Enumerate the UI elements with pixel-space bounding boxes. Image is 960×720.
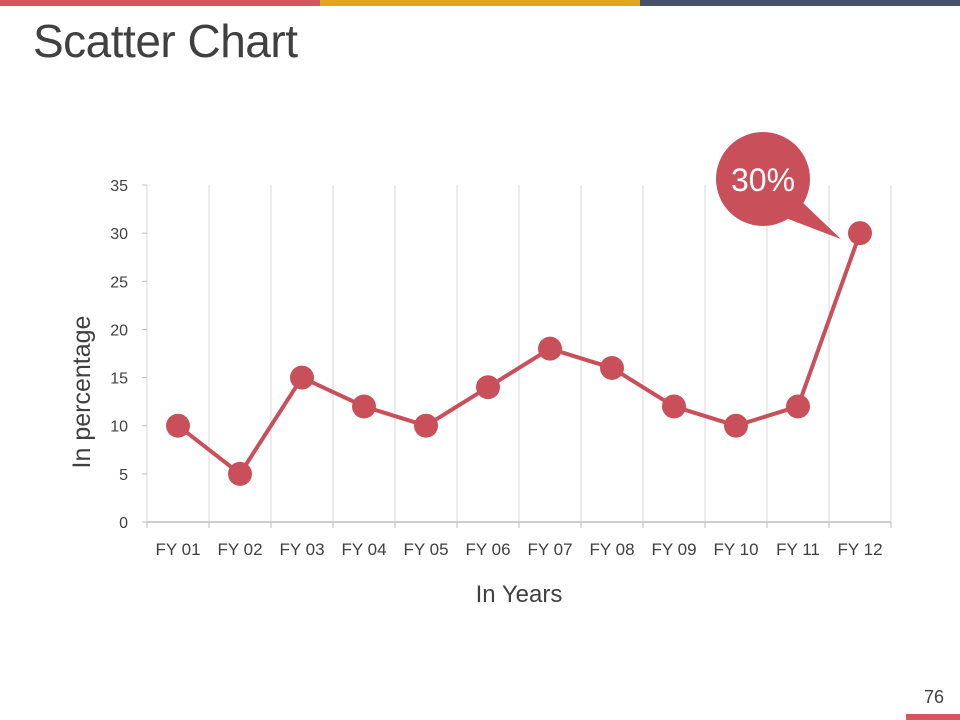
x-tick-label: FY 08 bbox=[589, 540, 634, 559]
data-point bbox=[848, 221, 872, 246]
callout-bubble bbox=[716, 132, 810, 226]
data-point bbox=[786, 394, 810, 419]
top-accent-gold bbox=[320, 0, 640, 6]
top-accent-bar bbox=[0, 0, 960, 6]
data-point bbox=[290, 365, 314, 390]
x-tick-label: FY 07 bbox=[527, 540, 572, 559]
y-tick-label: 30 bbox=[110, 226, 128, 243]
top-accent-navy bbox=[640, 0, 960, 6]
data-point bbox=[724, 413, 748, 438]
x-tick-label: FY 12 bbox=[837, 540, 882, 559]
x-tick-label: FY 09 bbox=[651, 540, 696, 559]
x-tick-label: FY 01 bbox=[155, 540, 200, 559]
y-axis-title: In percentage bbox=[68, 316, 96, 469]
data-point bbox=[476, 375, 500, 400]
y-tick-label: 20 bbox=[110, 322, 128, 339]
y-tick-label: 15 bbox=[110, 371, 128, 388]
line-chart: 0 5 10 15 20 25 30 35 FY 01 FY 02 FY 03 FY 04 FY 05 F… bbox=[68, 132, 892, 608]
x-tick-label: FY 05 bbox=[403, 540, 448, 559]
y-tick-label: 0 bbox=[119, 515, 128, 532]
page-number-underline bbox=[906, 714, 960, 720]
data-point bbox=[662, 394, 686, 419]
x-axis-title: In Years bbox=[476, 581, 563, 608]
page-title: Scatter Chart bbox=[33, 15, 298, 67]
x-tick-label: FY 11 bbox=[776, 540, 820, 559]
x-tick-label: FY 02 bbox=[217, 540, 262, 559]
top-accent-red bbox=[0, 0, 320, 6]
y-tick-label: 35 bbox=[110, 178, 128, 195]
page-number: 76 bbox=[923, 687, 944, 707]
y-tick-label: 10 bbox=[110, 419, 128, 436]
data-point bbox=[166, 413, 190, 438]
x-tick-label: FY 04 bbox=[341, 540, 386, 559]
callout-label: 30% bbox=[731, 162, 795, 198]
y-tick-label: 25 bbox=[110, 274, 128, 291]
x-tick-label: FY 10 bbox=[713, 540, 758, 559]
data-point bbox=[352, 394, 376, 419]
data-point bbox=[228, 461, 252, 486]
data-point bbox=[414, 413, 438, 438]
x-tick-label: FY 03 bbox=[279, 540, 324, 559]
data-point bbox=[538, 336, 562, 361]
y-tick-label: 5 bbox=[119, 467, 128, 484]
x-tick-label: FY 06 bbox=[465, 540, 510, 559]
data-point bbox=[600, 355, 624, 380]
